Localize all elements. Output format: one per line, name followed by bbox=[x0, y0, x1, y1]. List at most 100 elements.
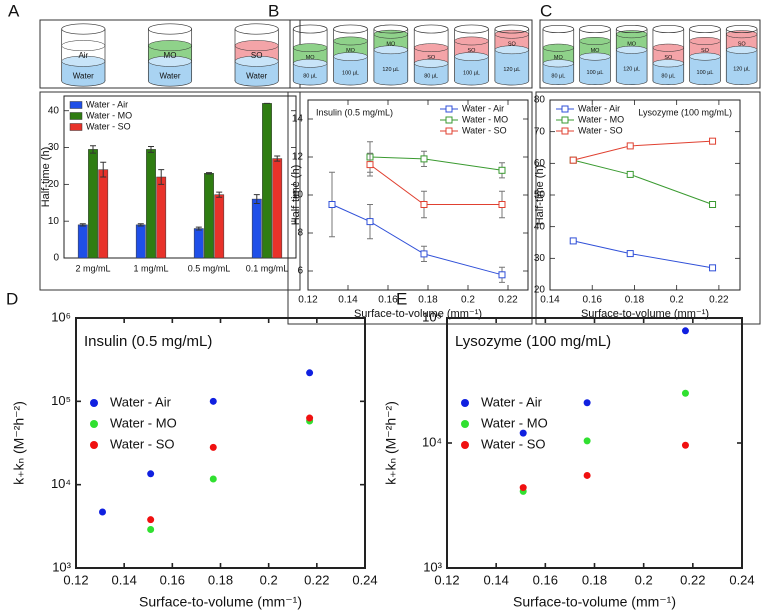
point bbox=[209, 397, 217, 405]
x-tick-label: 0.12 bbox=[298, 295, 318, 306]
point bbox=[147, 516, 155, 524]
schematic-bottom-label: 80 µL bbox=[551, 73, 565, 79]
oil-top bbox=[413, 43, 449, 53]
y-tick-label: 80 bbox=[534, 95, 546, 106]
x-tick-label: 0.22 bbox=[709, 295, 729, 306]
bar bbox=[193, 228, 204, 259]
x-axis-label: Surface-to-volume (mm⁻¹) bbox=[513, 594, 676, 610]
oil-layer bbox=[333, 40, 368, 57]
schematic-bottom-label: Water bbox=[159, 71, 180, 80]
x-tick-label: 0.14 bbox=[338, 295, 358, 306]
x-tick-label: 0.2 bbox=[635, 572, 653, 587]
schematic-top-label: MO bbox=[306, 55, 316, 61]
marker bbox=[569, 156, 577, 164]
x-tick-label: 0.14 bbox=[540, 295, 560, 306]
legend-swatch bbox=[69, 123, 83, 131]
y-tick-label: 10⁴ bbox=[51, 476, 71, 491]
error-bar bbox=[216, 191, 223, 198]
panel-label: A bbox=[8, 1, 20, 20]
x-tick-label: 1 mg/mL bbox=[133, 263, 168, 273]
legend-label: Water - Air bbox=[110, 394, 172, 409]
beaker-rim bbox=[542, 24, 575, 34]
bar bbox=[135, 224, 146, 259]
y-tick-label: 20 bbox=[534, 285, 546, 296]
y-axis-label: Half-time (h) bbox=[290, 165, 302, 226]
oil-top bbox=[148, 40, 192, 52]
series-line bbox=[331, 204, 503, 276]
x-tick-label: 0.16 bbox=[533, 572, 558, 587]
error-bar bbox=[137, 223, 144, 227]
oil-top bbox=[234, 40, 279, 52]
point bbox=[583, 437, 591, 445]
y-axis-label: k₊kₙ (M⁻²h⁻²) bbox=[383, 401, 399, 485]
water-layer bbox=[373, 49, 408, 81]
oil-top bbox=[542, 43, 574, 52]
y-tick-label: 14 bbox=[292, 114, 304, 125]
schematic-top-label: Air bbox=[78, 51, 88, 60]
legend-label: Water - SO bbox=[462, 125, 507, 135]
series-line bbox=[573, 159, 713, 205]
y-tick-label: 10³ bbox=[52, 559, 71, 574]
x-tick-label: 0.1 mg/mL bbox=[246, 263, 289, 273]
marker bbox=[328, 201, 336, 208]
legend-label: Water - SO bbox=[86, 121, 131, 131]
oil-layer bbox=[726, 34, 758, 50]
x-tick-label: 0.16 bbox=[378, 295, 398, 306]
point bbox=[519, 429, 527, 437]
annotation: Insulin (0.5 mg/mL) bbox=[316, 107, 393, 117]
marker bbox=[709, 137, 717, 145]
schematic-top-label: SO bbox=[468, 48, 477, 54]
x-tick-label: 0.22 bbox=[498, 295, 518, 306]
y-tick-label: 40 bbox=[534, 221, 546, 232]
x-tick-label: 0.14 bbox=[484, 572, 509, 587]
y-tick-label: 60 bbox=[534, 158, 546, 169]
x-tick-label: 0.18 bbox=[582, 572, 607, 587]
oil-top bbox=[652, 43, 684, 52]
beaker-rim bbox=[333, 24, 368, 34]
oil-layer bbox=[689, 40, 721, 57]
marker bbox=[569, 237, 577, 245]
x-tick-label: 0.22 bbox=[680, 572, 705, 587]
annotation: Lysozyme (100 mg/mL) bbox=[638, 107, 732, 117]
y-tick-label: 20 bbox=[48, 179, 60, 190]
water-layer bbox=[652, 63, 684, 81]
water-layer bbox=[616, 49, 648, 81]
x-tick-label: 0.18 bbox=[418, 295, 438, 306]
x-axis-label: Surface-to-volume (mm⁻¹) bbox=[581, 308, 709, 320]
schematic-top-label: MO bbox=[591, 48, 601, 54]
error-bar bbox=[90, 145, 96, 154]
oil-top bbox=[292, 43, 328, 53]
legend-marker bbox=[461, 399, 469, 407]
x-tick-label: 0.18 bbox=[208, 572, 233, 587]
panel-label: E bbox=[396, 289, 407, 308]
schematic-bottom-label: Water bbox=[73, 71, 94, 80]
legend-swatch bbox=[69, 101, 83, 109]
point bbox=[209, 475, 217, 483]
oil-layer bbox=[542, 47, 574, 64]
beaker-rim bbox=[579, 24, 611, 34]
schematic-bottom-label: Water bbox=[246, 71, 267, 80]
legend-marker bbox=[461, 441, 469, 449]
beaker-rim bbox=[413, 24, 449, 34]
panel-box bbox=[39, 91, 301, 291]
legend-label: Water - Air bbox=[86, 99, 128, 109]
series-line bbox=[573, 240, 713, 269]
marker bbox=[626, 142, 634, 150]
legend-label: Water - SO bbox=[481, 436, 546, 451]
series-line bbox=[369, 164, 502, 205]
annotation: Insulin (0.5 mg/mL) bbox=[84, 333, 212, 350]
x-tick-label: 0.18 bbox=[625, 295, 645, 306]
marker bbox=[366, 218, 374, 226]
legend-label: Water - Air bbox=[481, 394, 543, 409]
x-tick-label: 0.24 bbox=[352, 572, 377, 587]
error-bar bbox=[158, 169, 165, 185]
schematic-top-label: MO bbox=[627, 41, 637, 47]
point bbox=[147, 470, 155, 478]
beaker-rim bbox=[147, 23, 193, 35]
x-tick-label: 0.14 bbox=[112, 572, 137, 587]
y-tick-label: 10⁵ bbox=[51, 393, 71, 408]
oil-layer bbox=[494, 34, 529, 50]
point bbox=[519, 484, 527, 492]
bar bbox=[146, 149, 156, 259]
legend-label: Water - SO bbox=[578, 125, 623, 135]
